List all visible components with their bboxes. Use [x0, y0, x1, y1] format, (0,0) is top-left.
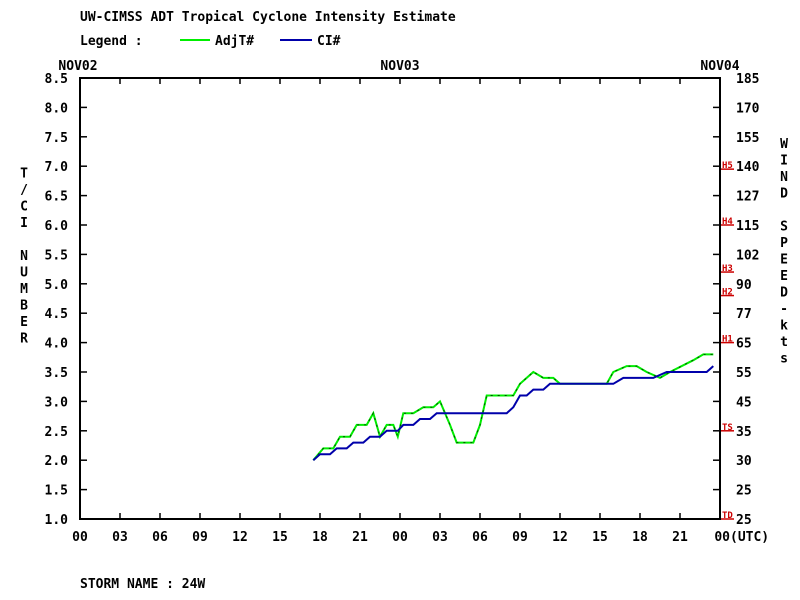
x-tick-label: 06	[152, 530, 168, 545]
legend-entry-adjt: AdjT#	[215, 34, 254, 49]
y2-tick-label: 25	[736, 513, 752, 528]
date-label-nov02: NOV02	[58, 59, 97, 74]
x-tick-label: 00	[714, 530, 730, 545]
y-tick-label: 5.5	[45, 248, 68, 263]
y2-tick-label: 155	[736, 131, 759, 146]
legend-label: Legend :	[80, 34, 143, 49]
y2-tick-label: 185	[736, 72, 759, 87]
category-marker-label: H3	[722, 264, 733, 274]
y2-tick-label: 140	[736, 160, 760, 175]
x-tick-label: 00	[392, 530, 408, 545]
y-tick-label: 7.5	[45, 131, 68, 146]
y-tick-label: 2.5	[45, 425, 68, 440]
x-tick-label: 18	[312, 530, 328, 545]
y-tick-label: 3.5	[45, 366, 68, 381]
category-marker-label: TS	[722, 423, 733, 433]
storm-name: STORM NAME : 24W	[80, 577, 205, 592]
y2-tick-label: 77	[736, 307, 752, 322]
plot-area	[79, 77, 721, 520]
x-tick-label: 15	[592, 530, 608, 545]
y-tick-label: 8.5	[45, 72, 68, 87]
category-marker-label: H4	[722, 217, 733, 227]
y-tick-label: 6.0	[45, 219, 69, 234]
x-tick-label: 21	[672, 530, 688, 545]
legend-entry-ci: CI#	[317, 34, 341, 49]
y-tick-label: 3.0	[45, 395, 69, 410]
x-tick-label: 09	[512, 530, 528, 545]
y2-tick-label: 65	[736, 337, 752, 352]
y-tick-label: 5.0	[45, 278, 69, 293]
x-axis-unit: (UTC)	[730, 530, 769, 545]
y-tick-label: 6.5	[45, 190, 68, 205]
series-lines	[312, 353, 714, 461]
category-marker-label: H2	[722, 288, 733, 298]
y-tick-label: 7.0	[45, 160, 69, 175]
chart-title: UW-CIMSS ADT Tropical Cyclone Intensity …	[80, 10, 456, 25]
y2-tick-label: 90	[736, 278, 752, 293]
x-tick-label: 09	[192, 530, 208, 545]
x-tick-label: 00	[72, 530, 88, 545]
y-tick-label: 8.0	[45, 101, 69, 116]
x-tick-label: 06	[472, 530, 488, 545]
y2-tick-label: 115	[736, 219, 759, 234]
x-tick-label: 12	[232, 530, 248, 545]
category-marker-label: TD	[722, 511, 733, 521]
y2-tick-label: 102	[736, 248, 759, 263]
y2-tick-label: 170	[736, 101, 760, 116]
y2-tick-label: 45	[736, 395, 752, 410]
series-raw-overlay	[312, 353, 714, 461]
x-tick-label: 18	[632, 530, 648, 545]
y2-tick-label: 25	[736, 484, 752, 499]
y2-tick-label: 55	[736, 366, 752, 381]
y-tick-label: 1.0	[45, 513, 69, 528]
y-tick-label: 2.0	[45, 454, 69, 469]
y-tick-label: 4.5	[45, 307, 68, 322]
category-marker-label: H1	[722, 335, 733, 345]
x-tick-label: 03	[432, 530, 448, 545]
x-tick-label: 12	[552, 530, 568, 545]
y-tick-label: 1.5	[45, 484, 68, 499]
date-label-nov04: NOV04	[700, 59, 739, 74]
x-tick-label: 03	[112, 530, 128, 545]
category-marker-label: H5	[722, 161, 733, 171]
y2-tick-label: 30	[736, 454, 752, 469]
y-tick-label: 4.0	[45, 337, 69, 352]
x-tick-label: 21	[352, 530, 368, 545]
series-line-ci	[312, 365, 714, 461]
y2-tick-label: 127	[736, 190, 759, 205]
date-label-nov03: NOV03	[380, 59, 419, 74]
x-tick-label: 15	[272, 530, 288, 545]
axis-ticks: 00 03 06 09 12 15 18 21 00 03 06 09 12 15 18 21 00 (UTC)1…	[45, 72, 770, 545]
y2-tick-label: 35	[736, 425, 752, 440]
